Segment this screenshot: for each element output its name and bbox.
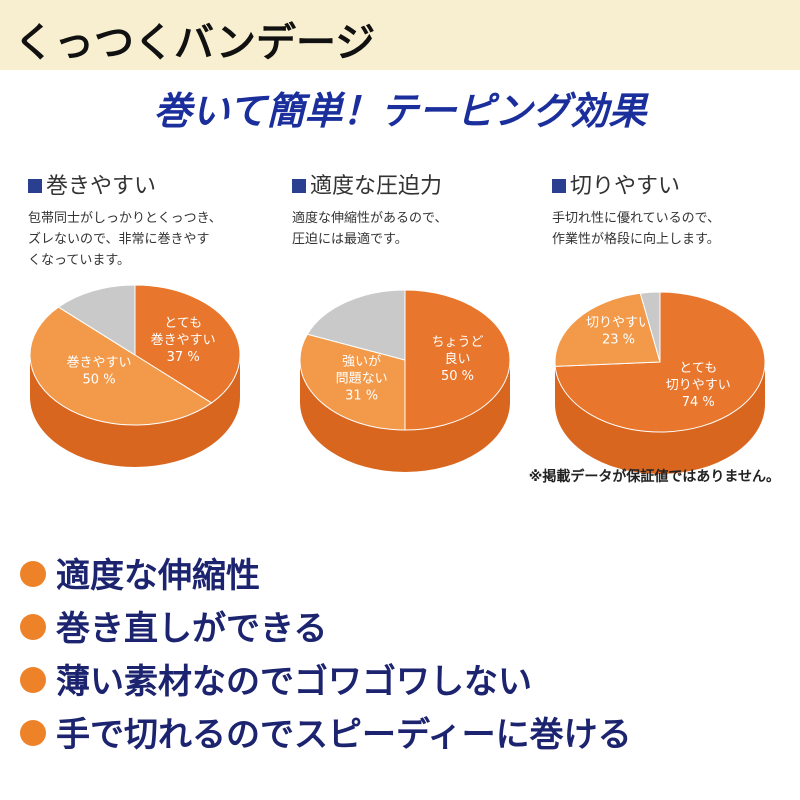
header: くっつくバンデージ bbox=[0, 0, 800, 70]
value-label: 50 % bbox=[83, 373, 116, 388]
value-label: 31 % bbox=[345, 389, 378, 404]
header-title: くっつくバンデージ bbox=[14, 20, 376, 66]
pie-side bbox=[300, 360, 510, 472]
value-label: 50 % bbox=[441, 369, 474, 384]
feature-column: 巻きやすい包帯同士がしっかりとくっつき、 ズレないので、非常に巻きやす くなっていま… bbox=[28, 168, 273, 271]
value-label: 74 % bbox=[682, 395, 715, 410]
slice-label: 強いが問題ない bbox=[336, 355, 388, 387]
description: 包帯同士がしっかりとくっつき、 ズレないので、非常に巻きやす くなっています。 bbox=[28, 208, 273, 271]
description-line: 作業性が格段に向上します。 bbox=[552, 232, 720, 247]
description-line: ズレないので、非常に巻きやす bbox=[28, 232, 210, 247]
chart-title: 切りやすい bbox=[552, 168, 797, 200]
description-line: 包帯同士がしっかりとくっつき、 bbox=[28, 211, 222, 226]
slice-label: 巻きやすい bbox=[67, 356, 132, 371]
slice-label: 切りやすい bbox=[586, 316, 651, 331]
description: 手切れ性に優れているので、 作業性が格段に向上します。 bbox=[552, 208, 797, 250]
value-label: 23 % bbox=[602, 333, 635, 348]
pie-slice bbox=[57, 284, 136, 356]
description-line: 手切れ性に優れているので、 bbox=[552, 211, 721, 226]
feature-column: 切りやすい手切れ性に優れているので、 作業性が格段に向上します。 bbox=[552, 168, 797, 250]
slice-label: ちょうど良い bbox=[431, 335, 483, 367]
chart-title: 巻きやすい bbox=[28, 168, 273, 200]
value-label: 37 % bbox=[167, 350, 200, 365]
chart-title: 適度な圧迫力 bbox=[292, 168, 537, 200]
description-line: 圧迫には最適です。 bbox=[292, 232, 408, 247]
pie-slice bbox=[134, 284, 241, 404]
feature-item: 薄い素材なのでゴワゴワしない bbox=[20, 654, 532, 703]
feature-item: 手で切れるのでスピーディーに巻ける bbox=[20, 707, 632, 756]
feature-column: 適度な圧迫力適度な伸縮性があるので、 圧迫には最適です。 bbox=[292, 168, 537, 250]
pie-slice bbox=[404, 289, 511, 431]
feature-item: 巻き直しができる bbox=[20, 601, 327, 650]
slice-label: とても巻きやすい bbox=[151, 316, 216, 348]
pie-side bbox=[555, 362, 765, 474]
description-line: 適度な伸縮性があるので、 bbox=[292, 211, 448, 226]
pie-side bbox=[30, 355, 240, 467]
pie-slice bbox=[29, 306, 213, 426]
description: 適度な伸縮性があるので、 圧迫には最適です。 bbox=[292, 208, 537, 250]
pie-slice bbox=[639, 291, 661, 363]
slice-label: とても切りやすい bbox=[666, 361, 731, 393]
feature-item: 適度な伸縮性 bbox=[20, 548, 260, 597]
note: ※掲載データが保証値ではありません。 bbox=[528, 469, 780, 485]
subtitle: 巻いて簡単！テーピング効果 bbox=[153, 89, 647, 133]
pie-slice bbox=[554, 292, 661, 367]
description-line: くなっています。 bbox=[28, 253, 131, 268]
pie-slice bbox=[299, 333, 406, 431]
pie-slice bbox=[306, 289, 406, 361]
